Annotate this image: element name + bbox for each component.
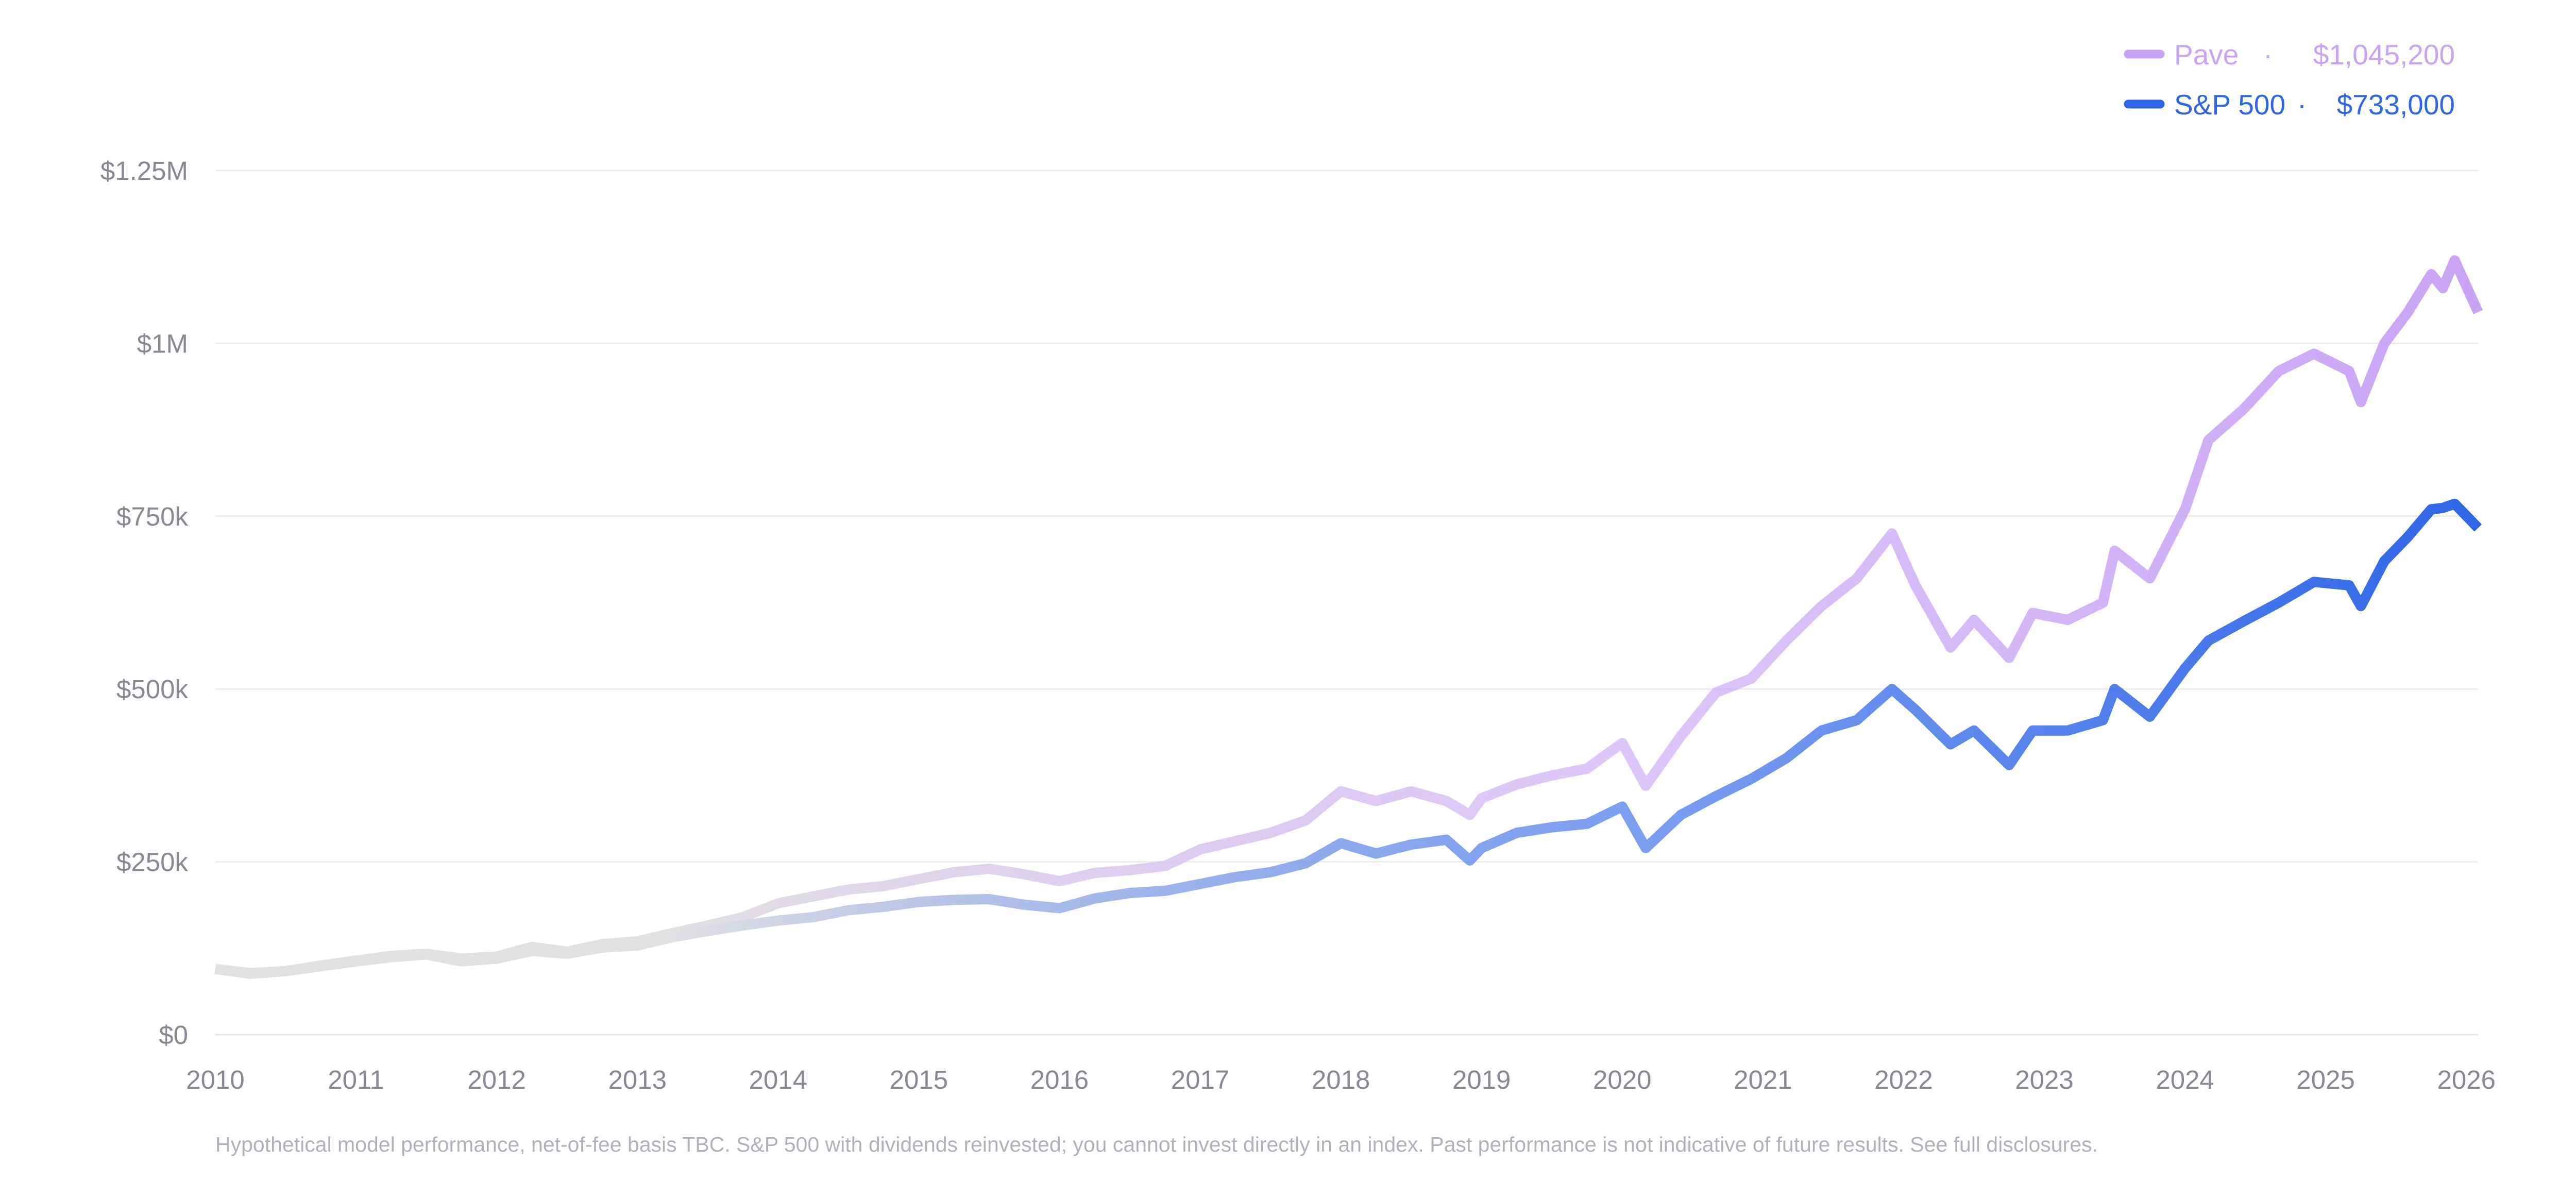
grid-lines xyxy=(215,170,2478,1036)
x-axis: 2010 2011 2012 2013 2014 2015 2016 2017 2018 2019… xyxy=(186,1065,2496,1094)
x-tick-label: 2025 xyxy=(2296,1065,2354,1094)
x-tick-label: 2011 xyxy=(328,1065,384,1094)
x-tick-label: 2012 xyxy=(467,1065,526,1094)
legend-separator: · xyxy=(2263,39,2273,71)
series-line-pave xyxy=(214,255,2483,979)
x-tick-label: 2020 xyxy=(1593,1065,1651,1094)
legend-separator: · xyxy=(2297,89,2307,121)
legend-label: S&P 500 xyxy=(2174,89,2285,121)
x-tick-label: 2016 xyxy=(1030,1065,1089,1094)
y-tick-label: $0 xyxy=(159,1020,188,1050)
x-tick-label: 2014 xyxy=(749,1065,807,1094)
y-tick-label: $250k xyxy=(116,848,188,877)
legend-label: Pave xyxy=(2174,39,2239,71)
x-tick-label: 2021 xyxy=(1734,1065,1792,1094)
x-tick-label: 2018 xyxy=(1312,1065,1370,1094)
series-line-s-p-500 xyxy=(214,498,2482,978)
legend-value: $1,045,200 xyxy=(2313,39,2455,71)
x-tick-label: 2015 xyxy=(890,1065,948,1094)
x-tick-label: 2023 xyxy=(2015,1065,2073,1094)
disclosure-footnote: Hypothetical model performance, net-of-f… xyxy=(215,1133,2098,1156)
x-tick-label: 2019 xyxy=(1452,1065,1511,1094)
x-tick-label: 2026 xyxy=(2437,1065,2496,1094)
y-tick-label: $1.25M xyxy=(100,156,188,185)
y-tick-label: $750k xyxy=(116,502,188,531)
y-tick-label: $1M xyxy=(137,329,188,358)
x-tick-label: 2024 xyxy=(2156,1065,2214,1094)
series-lines xyxy=(214,255,2483,979)
x-tick-label: 2017 xyxy=(1171,1065,1229,1094)
y-axis: $0 $250k $500k $750k $1M $1.25M xyxy=(100,156,189,1050)
y-tick-label: $500k xyxy=(116,674,188,704)
x-tick-label: 2013 xyxy=(608,1065,666,1094)
x-tick-label: 2022 xyxy=(1874,1065,1933,1094)
legend-value: $733,000 xyxy=(2337,89,2455,121)
x-tick-label: 2010 xyxy=(186,1065,244,1094)
